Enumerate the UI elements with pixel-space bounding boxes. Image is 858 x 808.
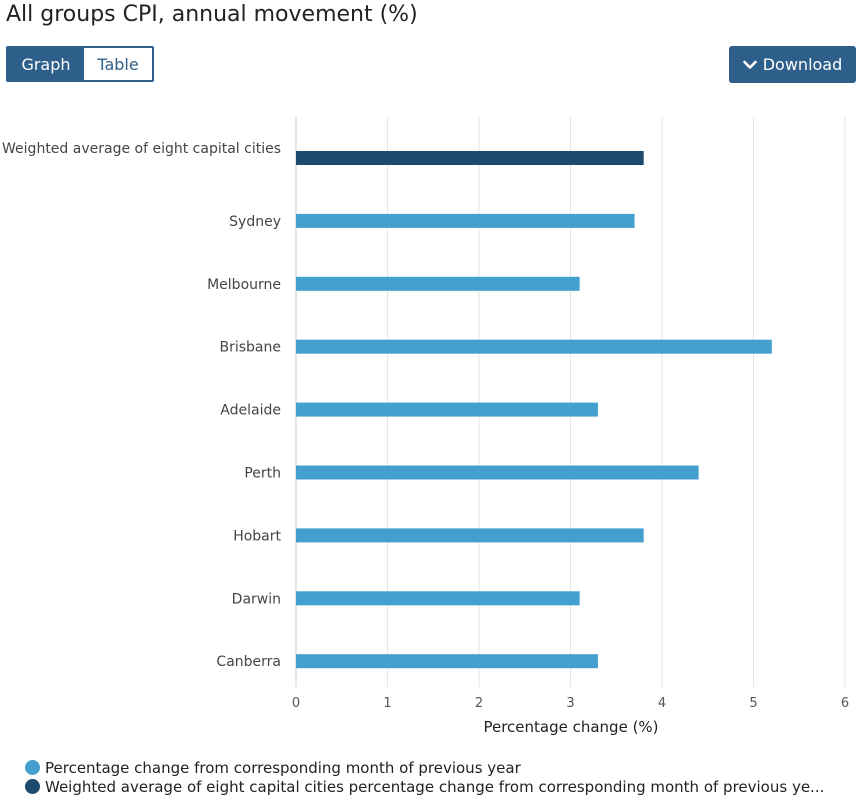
category-label: Perth	[244, 466, 281, 482]
category-label: Weighted average of eight capital cities	[2, 141, 281, 157]
category-label: Brisbane	[220, 340, 282, 356]
legend-item-series-2[interactable]: Weighted average of eight capital cities…	[25, 777, 824, 796]
bar[interactable]	[296, 465, 699, 480]
bar[interactable]	[296, 213, 635, 228]
download-label: Download	[762, 55, 843, 74]
x-tick-label: 4	[658, 696, 666, 711]
legend-marker-icon	[25, 760, 40, 775]
graph-tab[interactable]: Graph	[8, 48, 84, 80]
chart-title: All groups CPI, annual movement (%)	[6, 2, 418, 27]
bars	[296, 151, 772, 669]
legend: Percentage change from corresponding mon…	[25, 758, 824, 796]
x-tick-label: 1	[383, 696, 391, 711]
x-tick-labels: 0 1 2 3 4 5 6	[292, 696, 849, 711]
category-label: Canberra	[216, 654, 281, 670]
x-tick-label: 3	[566, 696, 574, 711]
chevron-down-icon	[742, 60, 757, 69]
bar[interactable]	[296, 276, 580, 291]
x-tick-label: 6	[841, 696, 849, 711]
x-axis-label: Percentage change (%)	[483, 718, 658, 736]
category-label: Adelaide	[220, 403, 281, 419]
view-toggle: Graph Table	[6, 46, 154, 82]
x-tick-label: 2	[475, 696, 483, 711]
bar[interactable]	[296, 339, 772, 354]
x-tick-label: 5	[749, 696, 757, 711]
bar[interactable]	[296, 654, 598, 669]
gridlines	[295, 117, 846, 687]
category-labels: Weighted average of eight capital cities…	[2, 141, 281, 670]
bar[interactable]	[296, 151, 644, 165]
category-label: Sydney	[229, 214, 281, 230]
bar[interactable]	[296, 402, 598, 417]
legend-item-series-1[interactable]: Percentage change from corresponding mon…	[25, 758, 824, 777]
legend-marker-icon	[25, 779, 40, 794]
category-label: Hobart	[233, 528, 281, 544]
x-tick-label: 0	[292, 696, 300, 711]
category-label: Darwin	[232, 591, 281, 607]
category-label: Melbourne	[207, 277, 281, 293]
legend-label: Weighted average of eight capital cities…	[45, 777, 825, 796]
download-button[interactable]: Download	[729, 46, 856, 83]
bar[interactable]	[296, 528, 644, 543]
table-tab[interactable]: Table	[84, 48, 152, 80]
cpi-bar-chart: Weighted average of eight capital cities…	[2, 117, 849, 736]
bar[interactable]	[296, 591, 580, 606]
legend-label: Percentage change from corresponding mon…	[45, 758, 521, 777]
